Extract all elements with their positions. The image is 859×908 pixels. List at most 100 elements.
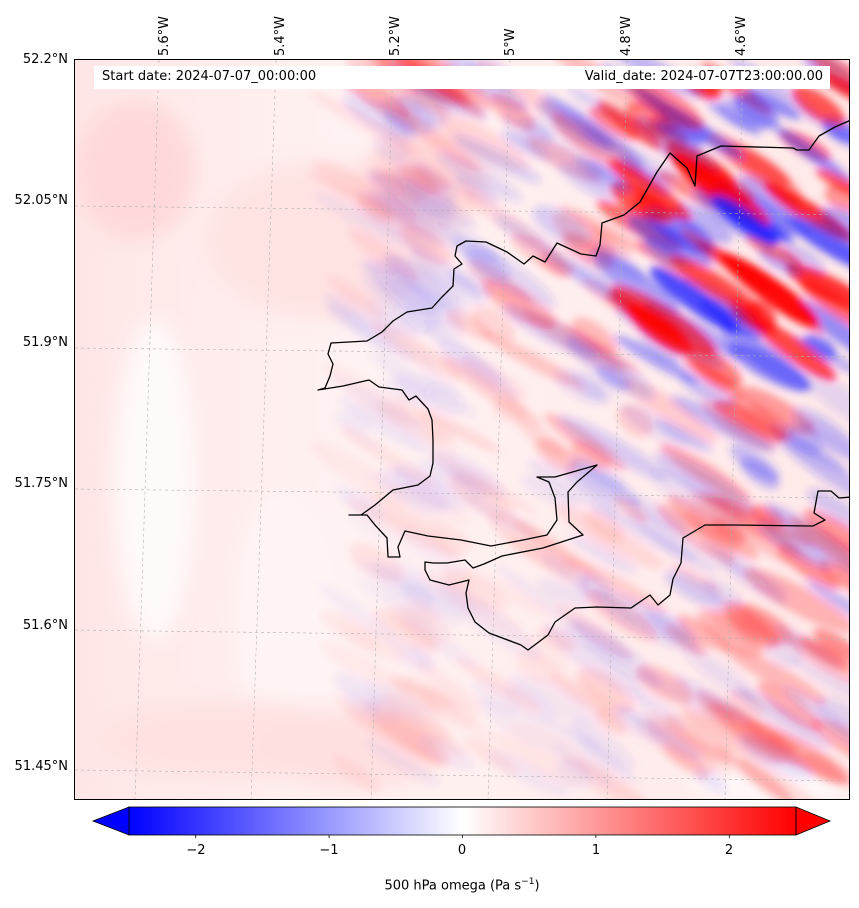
upward-motion-cell — [339, 426, 433, 487]
downward-motion-cell — [569, 534, 639, 574]
downward-motion-cell — [745, 87, 801, 121]
upward-motion-cell — [535, 438, 581, 473]
upward-motion-cell — [318, 610, 409, 662]
downward-motion-cell — [671, 395, 776, 453]
upward-motion-cell — [824, 184, 849, 212]
upward-motion-cell — [420, 687, 478, 726]
downward-motion-cell — [537, 577, 589, 610]
start-date-label: Start date: 2024-07-07_00:00:00 — [102, 69, 317, 84]
downward-motion-cell — [591, 251, 680, 315]
downward-motion-cell — [626, 215, 713, 266]
upward-motion-cell — [387, 604, 444, 650]
colorbar-title: 500 hPa omega (Pa s−1) — [0, 877, 859, 893]
downward-motion-cell — [783, 687, 849, 753]
longitude-label: 5°W — [503, 28, 518, 56]
colorbar-title-close: ) — [534, 878, 540, 894]
downward-motion-cell — [334, 672, 384, 709]
upward-motion-cell — [803, 509, 849, 569]
longitude-label: 4.8°W — [619, 15, 634, 56]
upward-motion-cell — [372, 321, 462, 381]
upward-motion-cell — [309, 91, 418, 154]
upward-motion-cell — [805, 60, 849, 104]
downward-motion-cell — [418, 458, 484, 504]
upward-motion-cell — [442, 569, 508, 611]
colorbar-tick-label: 2 — [724, 843, 734, 858]
upward-motion-cell — [798, 753, 847, 784]
upward-motion-cell — [470, 306, 516, 342]
upward-motion-cell — [746, 235, 803, 267]
upward-motion-cell — [669, 255, 766, 318]
latitude-label: 51.6°N — [22, 618, 68, 633]
downward-motion-cell — [737, 175, 803, 222]
latitude-label: 51.45°N — [14, 759, 68, 774]
downward-motion-cell — [785, 423, 823, 454]
downward-motion-cell — [656, 120, 703, 150]
upward-motion-cell — [326, 274, 385, 319]
upward-motion-cell — [506, 535, 590, 588]
colorbar-title-text: 500 hPa omega (Pa s — [384, 878, 522, 894]
upward-motion-cell — [624, 75, 705, 131]
upward-motion-cell — [729, 395, 793, 440]
upward-motion-cell — [813, 628, 849, 662]
downward-motion-cell — [361, 278, 416, 315]
upward-motion-cell — [363, 491, 466, 559]
latitude-label: 52.05°N — [14, 193, 68, 208]
upward-motion-cell — [699, 160, 756, 200]
colorbar-gradient — [129, 807, 796, 835]
downward-motion-cell — [820, 207, 849, 250]
downward-motion-cell — [438, 584, 542, 660]
upward-motion-cell — [787, 635, 849, 690]
upward-motion-cell — [664, 713, 735, 764]
upward-motion-cell — [309, 440, 409, 507]
strong-wave-core — [626, 304, 694, 356]
downward-motion-cell — [795, 298, 849, 371]
downward-motion-cell — [614, 335, 699, 384]
omega-field-map — [75, 60, 849, 799]
upward-motion-cell — [482, 332, 585, 390]
downward-motion-cell — [782, 216, 849, 283]
date-header: Start date: 2024-07-07_00:00:00 Valid_da… — [94, 66, 830, 89]
downward-motion-cell — [703, 579, 742, 608]
latitude-label: 51.75°N — [14, 476, 68, 491]
upward-motion-cell — [708, 702, 801, 755]
downward-motion-cell — [409, 92, 452, 124]
upward-motion-cell — [777, 544, 839, 590]
downward-motion-cell — [521, 474, 578, 510]
downward-motion-cell — [379, 468, 449, 513]
upward-motion-cell — [412, 164, 451, 189]
downward-motion-cell — [417, 735, 475, 771]
upward-motion-cell — [585, 589, 658, 642]
upward-motion-cell — [332, 755, 381, 794]
upward-motion-cell — [697, 700, 790, 764]
downward-motion-cell — [720, 324, 809, 390]
upward-motion-cell — [511, 234, 575, 276]
downward-motion-cell — [332, 375, 426, 430]
downward-motion-cell — [454, 174, 499, 206]
downward-motion-cell — [735, 687, 830, 748]
upward-motion-cell — [572, 317, 618, 355]
downward-motion-cell — [591, 502, 698, 562]
upward-motion-cell — [816, 168, 849, 197]
downward-motion-cell — [558, 415, 669, 481]
latitude-label: 52.2°N — [22, 52, 68, 67]
upward-motion-cell — [589, 228, 632, 259]
upward-motion-cell — [440, 355, 542, 427]
downward-motion-cell — [684, 648, 756, 701]
strong-wave-core — [597, 100, 663, 150]
upward-motion-cell — [688, 346, 742, 388]
upward-motion-cell — [636, 664, 694, 705]
upward-motion-cell — [347, 76, 422, 129]
downward-motion-cell — [425, 383, 464, 415]
upward-motion-cell — [634, 194, 675, 224]
upward-motion-cell — [676, 615, 730, 652]
upward-motion-cell — [712, 493, 814, 547]
upward-motion-cell — [814, 70, 849, 114]
upward-motion-cell — [620, 376, 719, 443]
upward-motion-cell — [788, 517, 849, 578]
upward-motion-cell — [399, 165, 441, 195]
upward-motion-cell — [667, 494, 759, 560]
upward-motion-cell — [683, 357, 745, 399]
downward-motion-cell — [567, 372, 612, 402]
downward-motion-cell — [797, 368, 849, 437]
downward-motion-cell — [806, 580, 849, 635]
